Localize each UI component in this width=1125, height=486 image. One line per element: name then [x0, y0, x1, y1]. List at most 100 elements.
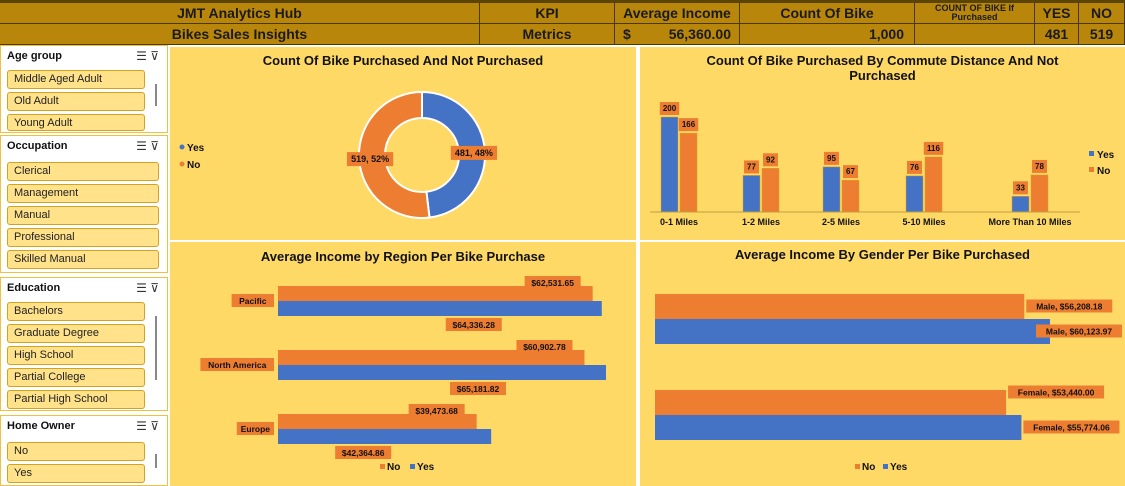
bar-no [278, 350, 585, 365]
slicer-occupation: Occupation ☰ ⊽ Clerical Management Manua… [0, 135, 168, 273]
kpi-label: KPI [480, 3, 615, 24]
chart-title: Average Income by Region Per Bike Purcha… [260, 249, 546, 264]
legend-marker [380, 464, 385, 469]
bar-data-label: Male, $56,208.18 [1036, 302, 1102, 312]
bar-data-label-bg [763, 153, 778, 167]
slicer-item[interactable]: Young Adult [7, 114, 145, 131]
slicer-item[interactable]: Bachelors [7, 302, 145, 321]
x-tick-label: 0-1 Miles [660, 217, 698, 227]
bar-no [278, 286, 593, 301]
y-tick-label-bg [236, 422, 274, 435]
bar-data-label: 33 [1016, 183, 1025, 192]
bar-data-label: 95 [827, 154, 836, 163]
count-if-blank [915, 24, 1035, 45]
slicer-item[interactable]: Professional [7, 228, 159, 247]
bar-data-label-bg [678, 118, 699, 132]
kpi-value: Metrics [480, 24, 615, 45]
count-value: 1,000 [740, 24, 915, 45]
header-top-border [0, 0, 1125, 3]
legend-label: No [387, 462, 400, 473]
avg-income-label: Average Income [615, 3, 740, 24]
scrollbar[interactable] [155, 84, 157, 106]
bar-data-label-bg [923, 141, 944, 155]
bar-data-label-bg [659, 102, 680, 115]
chart-panel-gender: Average Income By Gender Per Bike Purcha… [640, 242, 1125, 486]
bar-data-label-bg [843, 165, 858, 179]
bar-no [841, 179, 860, 213]
no-value: 519 [1079, 24, 1125, 45]
bar-data-label: Female, $53,440.00 [1018, 388, 1095, 398]
bar-no [655, 390, 1007, 415]
yes-value: 481 [1035, 24, 1079, 45]
multiselect-icon[interactable]: ☰ [136, 49, 147, 63]
slicer-item[interactable]: High School [7, 346, 145, 365]
y-tick-label-bg [200, 358, 274, 371]
bar-no [278, 414, 477, 429]
legend-marker [1089, 167, 1094, 172]
dashboard-title: JMT Analytics Hub [0, 3, 480, 24]
chart-panel-purchase-donut: Count Of Bike Purchased And Not Purchase… [170, 47, 636, 240]
bar-yes [278, 365, 606, 380]
slicer-item[interactable]: Yes [7, 464, 145, 483]
bar-yes [278, 429, 492, 444]
bar-data-label-bg [335, 446, 392, 459]
kpi-header: JMT Analytics Hub Bikes Sales Insights K… [0, 0, 1125, 45]
avg-income-value: $ 56,360.00 [615, 24, 740, 45]
x-tick-label: More Than 10 Miles [988, 217, 1071, 227]
bar-no [1030, 174, 1049, 213]
donut-data-label-bg [450, 145, 498, 160]
clear-filter-icon[interactable]: ⊽ [150, 419, 159, 433]
bar-data-label: 116 [927, 144, 940, 153]
bar-data-label: 67 [846, 167, 855, 176]
clear-filter-icon[interactable]: ⊽ [150, 281, 159, 295]
bar-data-label: Male, $60,123.97 [1046, 327, 1112, 337]
slicer-item[interactable]: Middle Aged Adult [7, 70, 145, 89]
slicer-item[interactable]: Management [7, 184, 159, 203]
slicer-item[interactable]: Manual [7, 206, 159, 225]
bar-data-label-bg [824, 151, 839, 165]
bar-no [655, 294, 1025, 319]
clear-filter-icon[interactable]: ⊽ [150, 139, 159, 153]
bar-data-label: 166 [682, 120, 696, 129]
bar-data-label-bg [1008, 385, 1105, 399]
legend-label: No [1097, 166, 1110, 177]
slicer-item[interactable]: Graduate Degree [7, 324, 145, 343]
bar-data-label-bg [1032, 159, 1047, 173]
bar-yes [660, 116, 679, 213]
multiselect-icon[interactable]: ☰ [136, 139, 147, 153]
no-label: NO [1079, 3, 1125, 24]
scrollbar[interactable] [155, 454, 157, 468]
legend-marker [855, 464, 860, 469]
multiselect-icon[interactable]: ☰ [136, 419, 147, 433]
bar-data-label: $39,473.68 [415, 406, 458, 416]
bar-data-label: $60,902.78 [523, 342, 566, 352]
bar-data-label-bg [524, 276, 581, 289]
slicer-item[interactable]: Clerical [7, 162, 159, 181]
slicer-item[interactable]: No [7, 442, 145, 461]
legend-label: Yes [890, 462, 908, 473]
chart-title: Count Of Bike Purchased By Commute Dista… [706, 53, 1059, 83]
slicer-item[interactable]: Partial College [7, 368, 145, 387]
legend-marker [1089, 151, 1094, 156]
avg-income-number: 56,360.00 [668, 26, 731, 42]
slicer-item[interactable]: Old Adult [7, 92, 145, 111]
donut-slice-no [358, 90, 431, 219]
bar-data-label: 78 [1035, 162, 1044, 171]
donut-chart: 481, 48% 519, 52% Yes No [179, 90, 498, 219]
slicer-item[interactable]: Skilled Manual [7, 250, 159, 269]
slicer-controls: ☰ ⊽ [136, 419, 159, 433]
count-label: Count Of Bike [740, 3, 915, 24]
bar-data-label: $64,336.28 [452, 320, 495, 330]
bar-data-label: 200 [663, 104, 677, 113]
slicer-item[interactable]: Partial High School [7, 390, 145, 409]
legend-marker [883, 464, 888, 469]
clear-filter-icon[interactable]: ⊽ [150, 49, 159, 63]
scrollbar[interactable] [155, 316, 157, 380]
multiselect-icon[interactable]: ☰ [136, 281, 147, 295]
slicer-title: Occupation [7, 140, 68, 152]
legend-marker [179, 161, 185, 167]
slicer-title: Home Owner [7, 420, 75, 432]
donut-data-label: 519, 52% [351, 154, 389, 164]
x-tick-label: 1-2 Miles [742, 217, 780, 227]
bar-no [679, 132, 698, 213]
